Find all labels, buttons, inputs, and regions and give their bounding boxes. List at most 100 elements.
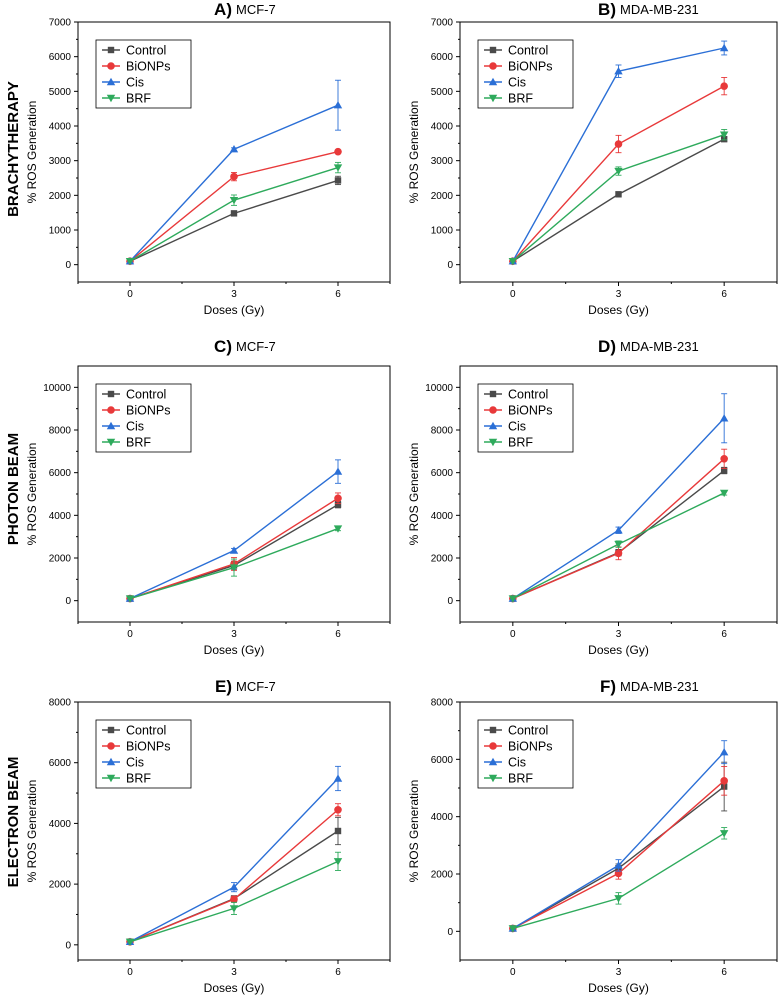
series-control <box>509 466 728 602</box>
data-point <box>719 414 729 422</box>
data-point <box>614 167 623 176</box>
data-point <box>719 747 729 756</box>
legend-label: Cis <box>508 756 526 770</box>
legend-marker <box>106 438 116 447</box>
legend: Control BiONPs Cis BRF <box>477 39 574 109</box>
data-point <box>508 595 518 603</box>
x-axis-label: Doses (Gy) <box>588 981 649 995</box>
panel-title-cell-line: MCF-7 <box>236 2 276 17</box>
y-tick-label: 2000 <box>49 554 72 565</box>
legend-marker <box>489 390 497 398</box>
chart-panel-d: D) MDA-MB-231 0 2000 4000 6000 8000 10000 0 3 6 Dos… <box>407 337 778 657</box>
data-point <box>229 546 239 554</box>
data-point <box>334 805 342 814</box>
legend-marker <box>489 726 497 734</box>
y-tick-label: 2000 <box>49 880 72 891</box>
data-point <box>614 67 623 75</box>
y-tick-label: 4000 <box>431 812 454 823</box>
legend-marker <box>489 62 497 70</box>
data-point <box>333 858 343 866</box>
legend-marker <box>488 774 498 783</box>
legend-label: BiONPs <box>508 404 552 418</box>
y-tick-label: 4000 <box>49 122 72 133</box>
data-point <box>334 501 342 508</box>
x-axis-label: Doses (Gy) <box>588 303 649 317</box>
y-tick-label: 5000 <box>49 87 72 98</box>
legend-label: BiONPs <box>126 60 170 74</box>
data-point <box>334 177 342 184</box>
legend-label: BRF <box>508 436 533 450</box>
data-point <box>720 467 728 474</box>
y-tick-label: 1000 <box>431 226 454 237</box>
legend-marker <box>489 742 497 750</box>
data-point <box>614 526 623 534</box>
data-point <box>333 525 343 533</box>
legend-marker <box>107 726 115 734</box>
legend-marker <box>489 406 497 414</box>
x-tick-label: 3 <box>616 629 622 640</box>
series-cis <box>125 79 343 265</box>
y-axis-label: % ROS Generation <box>407 101 421 204</box>
data-point <box>229 196 239 205</box>
y-tick-label: 4000 <box>431 122 454 133</box>
legend-marker <box>489 46 497 54</box>
y-tick-label: 0 <box>65 260 71 271</box>
x-axis-label: Doses (Gy) <box>204 981 265 995</box>
y-axis-label: % ROS Generation <box>25 780 39 883</box>
series-cis <box>508 740 729 932</box>
series-line <box>512 138 725 262</box>
data-point <box>719 830 729 838</box>
x-tick-label: 0 <box>510 289 516 300</box>
data-point <box>720 82 728 90</box>
x-tick-label: 6 <box>335 289 341 300</box>
legend-marker <box>107 390 115 398</box>
series-control <box>126 175 342 265</box>
legend-marker <box>106 77 116 86</box>
x-tick-label: 6 <box>335 967 341 978</box>
legend-marker <box>106 774 116 783</box>
legend-label: Control <box>508 388 548 402</box>
panel-title-letter: A) <box>214 0 232 19</box>
y-axis-label: % ROS Generation <box>25 101 39 204</box>
series-brf <box>125 851 343 946</box>
panel-title-cell-line: MDA-MB-231 <box>620 679 699 694</box>
x-tick-label: 0 <box>127 289 133 300</box>
data-point <box>508 925 518 933</box>
y-tick-label: 0 <box>447 927 453 938</box>
data-point <box>615 191 622 198</box>
series-line <box>512 780 725 930</box>
y-tick-label: 0 <box>65 596 71 607</box>
series-line <box>129 104 339 262</box>
y-tick-label: 2000 <box>49 191 72 202</box>
series-brf <box>508 129 729 266</box>
y-tick-label: 6000 <box>431 468 454 479</box>
legend-label: Control <box>126 388 166 402</box>
legend-label: BiONPs <box>126 404 170 418</box>
series-line <box>129 150 339 262</box>
series-line <box>512 134 725 262</box>
x-tick-label: 0 <box>127 967 133 978</box>
legend-label: Control <box>508 44 548 58</box>
legend-marker <box>106 757 116 766</box>
y-tick-label: 6000 <box>49 758 72 769</box>
legend-marker <box>488 77 498 86</box>
data-point <box>333 101 343 109</box>
y-tick-label: 7000 <box>431 18 454 29</box>
series-line <box>129 179 339 262</box>
x-tick-label: 6 <box>721 967 727 978</box>
row-label-brachytherapy: BRACHYTHERAPY <box>5 81 22 217</box>
data-point <box>229 145 239 153</box>
y-tick-label: 5000 <box>431 87 454 98</box>
legend-label: Cis <box>126 756 144 770</box>
chart-panel-c: C) MCF-7 0 2000 4000 6000 8000 10000 0 3 6 Doses (G… <box>25 337 391 657</box>
data-point <box>719 131 729 139</box>
legend-label: BiONPs <box>126 740 170 754</box>
data-point <box>614 861 623 869</box>
data-point <box>125 595 135 603</box>
y-tick-label: 0 <box>447 260 453 271</box>
legend-marker <box>106 421 116 430</box>
y-tick-label: 10000 <box>425 383 453 394</box>
x-axis-label: Doses (Gy) <box>588 643 649 657</box>
chart-panel-a: A) MCF-7 0 1000 2000 3000 4000 5000 6000 7000 0 3 6 D… <box>25 0 391 317</box>
